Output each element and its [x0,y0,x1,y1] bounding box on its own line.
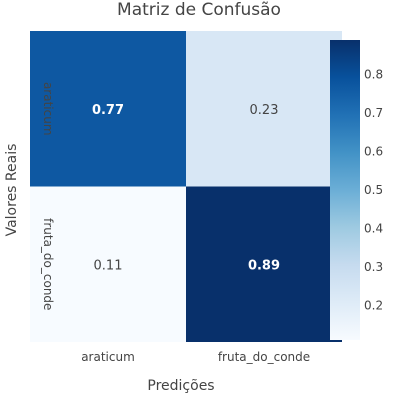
heatmap-cell [186,186,342,342]
x-axis-ticks: araticum fruta_do_conde [81,350,310,364]
colorbar-tick-label: 0.6 [364,145,383,159]
y-axis-title: Valores Reais [4,144,20,237]
colorbar-tick-label: 0.5 [364,183,383,197]
heatmap-cell [30,31,186,187]
cell-value-label: 0.11 [94,258,123,273]
x-tick-label: fruta_do_conde [218,350,310,364]
colorbar-tick-label: 0.4 [364,221,383,235]
cell-value-label: 0.89 [248,258,280,273]
chart-title: Matriz de Confusão [117,0,281,20]
y-tick-label: araticum [41,82,55,136]
cell-value-label: 0.23 [250,103,279,118]
cell-value-label: 0.77 [92,103,124,118]
y-axis-ticks: araticum fruta_do_conde [41,82,55,310]
x-tick-label: araticum [81,350,135,364]
x-axis-title: Predições [147,378,214,394]
colorbar-tick-label: 0.7 [364,106,383,120]
colorbar-tick-label: 0.2 [364,298,383,312]
heatmap-cell [30,186,186,342]
colorbar-gradient [330,40,360,340]
heatmap-cells: 0.77 0.23 0.11 0.89 [30,31,342,342]
colorbar-tick-label: 0.8 [364,68,383,82]
colorbar-tick-label: 0.3 [364,260,383,274]
y-tick-label: fruta_do_conde [41,218,55,310]
heatmap-cell [186,31,342,187]
colorbar: 0.2 0.3 0.4 0.5 0.6 0.7 0.8 [330,40,383,340]
